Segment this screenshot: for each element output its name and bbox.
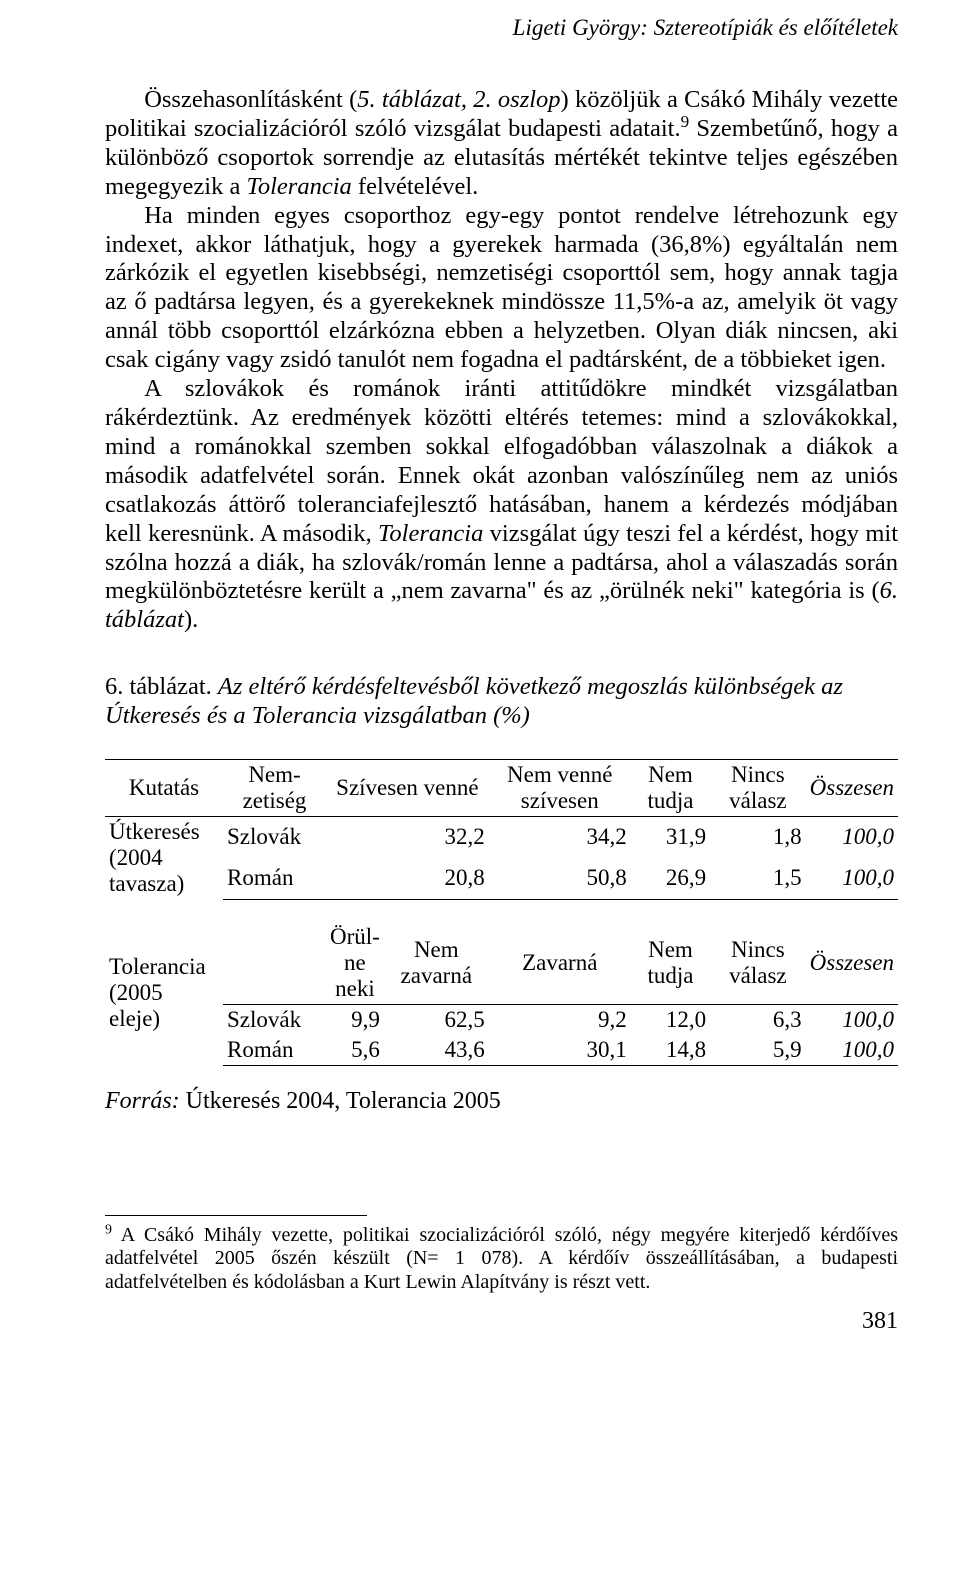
cell-total: 100,0 — [806, 1004, 898, 1035]
p1-text-a: Összehasonlításként ( — [144, 86, 357, 113]
cell-nemz: Szlovák — [223, 817, 326, 858]
col-header-osszesen-2: Összesen — [806, 922, 898, 1005]
cell-value: 31,9 — [631, 817, 710, 858]
p1-text-f: felvételével. — [352, 173, 479, 200]
source-label: Forrás: — [105, 1088, 186, 1114]
footnote-9: 9 A Csákó Mihály vezette, politikai szoc… — [105, 1224, 898, 1295]
col-header-nem-tudja-2: Nem tudja — [631, 922, 710, 1005]
col-header-szivesen: Szívesen venné — [326, 760, 489, 817]
cell-value: 9,9 — [326, 1004, 384, 1035]
table-row: Román 5,6 43,6 30,1 14,8 5,9 100,0 — [105, 1035, 898, 1066]
footnote-marker: 9 — [105, 1222, 112, 1237]
cell-value: 5,9 — [710, 1035, 805, 1066]
cell-value: 32,2 — [326, 817, 489, 858]
col-header-orulne: Örül- ne neki — [326, 922, 384, 1005]
col-header-osszesen: Összesen — [806, 760, 898, 817]
cell-total: 100,0 — [806, 858, 898, 899]
col-header-nem-tudja: Nem tudja — [631, 760, 710, 817]
cell-value: 50,8 — [489, 858, 631, 899]
cell-value: 12,0 — [631, 1004, 710, 1035]
paragraph-1: Összehasonlításként (5. táblázat, 2. osz… — [105, 86, 898, 202]
col-header-nincs-valasz: Nincs válasz — [710, 760, 805, 817]
cell-total: 100,0 — [806, 817, 898, 858]
running-head: Ligeti György: Sztereotípiák és előítéle… — [105, 0, 898, 86]
table-row: Román 20,8 50,8 26,9 1,5 100,0 — [105, 858, 898, 899]
cell-value: 14,8 — [631, 1035, 710, 1066]
source-text: Útkeresés 2004, Tolerancia 2005 — [186, 1088, 501, 1114]
p1-ref: 5. táblázat, 2. oszlop — [357, 86, 560, 113]
cell-nemz: Román — [223, 858, 326, 899]
p3-tolerancia: Tolerancia — [378, 520, 483, 547]
col-header-kutatas: Kutatás — [105, 760, 223, 817]
table-caption-label: 6. táblázat. — [105, 673, 218, 700]
table-spacer-row — [105, 899, 898, 922]
paragraph-3: A szlovákok és románok iránti attitűdökr… — [105, 375, 898, 635]
table-row: Útkeresés (2004 tavasza) Szlovák 32,2 34… — [105, 817, 898, 858]
body-text-block: Összehasonlításként (5. táblázat, 2. osz… — [105, 86, 898, 635]
cell-value: 1,5 — [710, 858, 805, 899]
table-row: Szlovák 9,9 62,5 9,2 12,0 6,3 100,0 — [105, 1004, 898, 1035]
rowgroup-label-tolerancia: Tolerancia (2005 eleje) — [105, 922, 223, 1066]
cell-value: 1,8 — [710, 817, 805, 858]
cell-value: 9,2 — [489, 1004, 631, 1035]
cell-total: 100,0 — [806, 1035, 898, 1066]
col-header-zavarna: Zavarná — [489, 922, 631, 1005]
cell-value: 6,3 — [710, 1004, 805, 1035]
table-source: Forrás: Útkeresés 2004, Tolerancia 2005 — [105, 1088, 898, 1115]
paragraph-2: Ha minden egyes csoporthoz egy-egy ponto… — [105, 202, 898, 375]
cell-nemz: Szlovák — [223, 1004, 326, 1035]
table-wrapper: Kutatás Nem- zetiség Szívesen venné Nem … — [105, 759, 898, 1066]
table-row: Kutatás Nem- zetiség Szívesen venné Nem … — [105, 760, 898, 817]
table-caption: 6. táblázat. Az eltérő kérdésfeltevésből… — [105, 673, 898, 731]
cell-value: 30,1 — [489, 1035, 631, 1066]
cell-value: 20,8 — [326, 858, 489, 899]
cell-value: 43,6 — [384, 1035, 489, 1066]
p3-text-e: ). — [184, 606, 198, 633]
footnote-text: A Csákó Mihály vezette, politikai szocia… — [105, 1224, 898, 1293]
footnote-rule — [105, 1215, 367, 1216]
cell-value: 5,6 — [326, 1035, 384, 1066]
rowgroup-label-utkereses: Útkeresés (2004 tavasza) — [105, 817, 223, 900]
data-table: Kutatás Nem- zetiség Szívesen venné Nem … — [105, 759, 898, 1066]
cell-value: 26,9 — [631, 858, 710, 899]
col-header-nemzetiseg: Nem- zetiség — [223, 760, 326, 817]
cell-value: 62,5 — [384, 1004, 489, 1035]
col-header-nem-zavarna: Nem zavarná — [384, 922, 489, 1005]
cell-nemz: Román — [223, 1035, 326, 1066]
table-row: Tolerancia (2005 eleje) Örül- ne neki Ne… — [105, 922, 898, 1005]
col-header-nem-szivesen: Nem venné szívesen — [489, 760, 631, 817]
page-number: 381 — [105, 1308, 898, 1335]
footnote-ref-9: 9 — [681, 112, 690, 131]
cell-value: 34,2 — [489, 817, 631, 858]
p1-tolerancia: Tolerancia — [247, 173, 352, 200]
col-header-nincs-valasz-2: Nincs válasz — [710, 922, 805, 1005]
page-container: Ligeti György: Sztereotípiák és előítéle… — [0, 0, 960, 1365]
